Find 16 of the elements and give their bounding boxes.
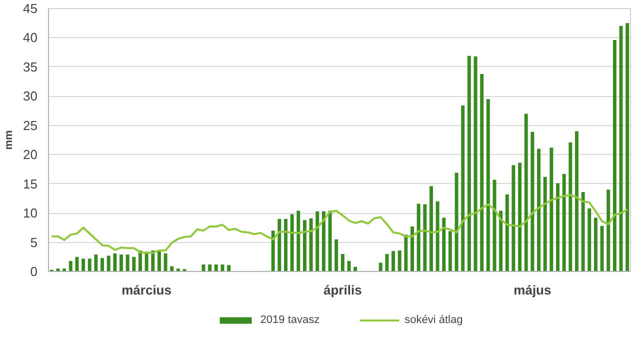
y-tick-label: 25: [23, 118, 38, 133]
y-tick-label: 5: [30, 234, 38, 250]
y-tick-label: 30: [23, 88, 38, 104]
y-tick-label: 15: [23, 176, 38, 192]
legend-label: 2019 tavasz: [260, 314, 320, 326]
legend-label: sokévi átlag: [404, 314, 463, 326]
y-tick-label: 45: [23, 1, 38, 16]
y-tick-label: 35: [23, 59, 38, 74]
y-tick-label: 20: [23, 147, 38, 162]
y-tick-label: 40: [23, 30, 38, 46]
x-tick-label: április: [324, 282, 362, 298]
x-tick-label: május: [514, 282, 552, 298]
x-tick-label: március: [122, 282, 172, 298]
y-tick-label: 0: [30, 264, 38, 279]
y-tick-label: 10: [23, 206, 38, 221]
y-axis-title: mm: [3, 130, 16, 150]
